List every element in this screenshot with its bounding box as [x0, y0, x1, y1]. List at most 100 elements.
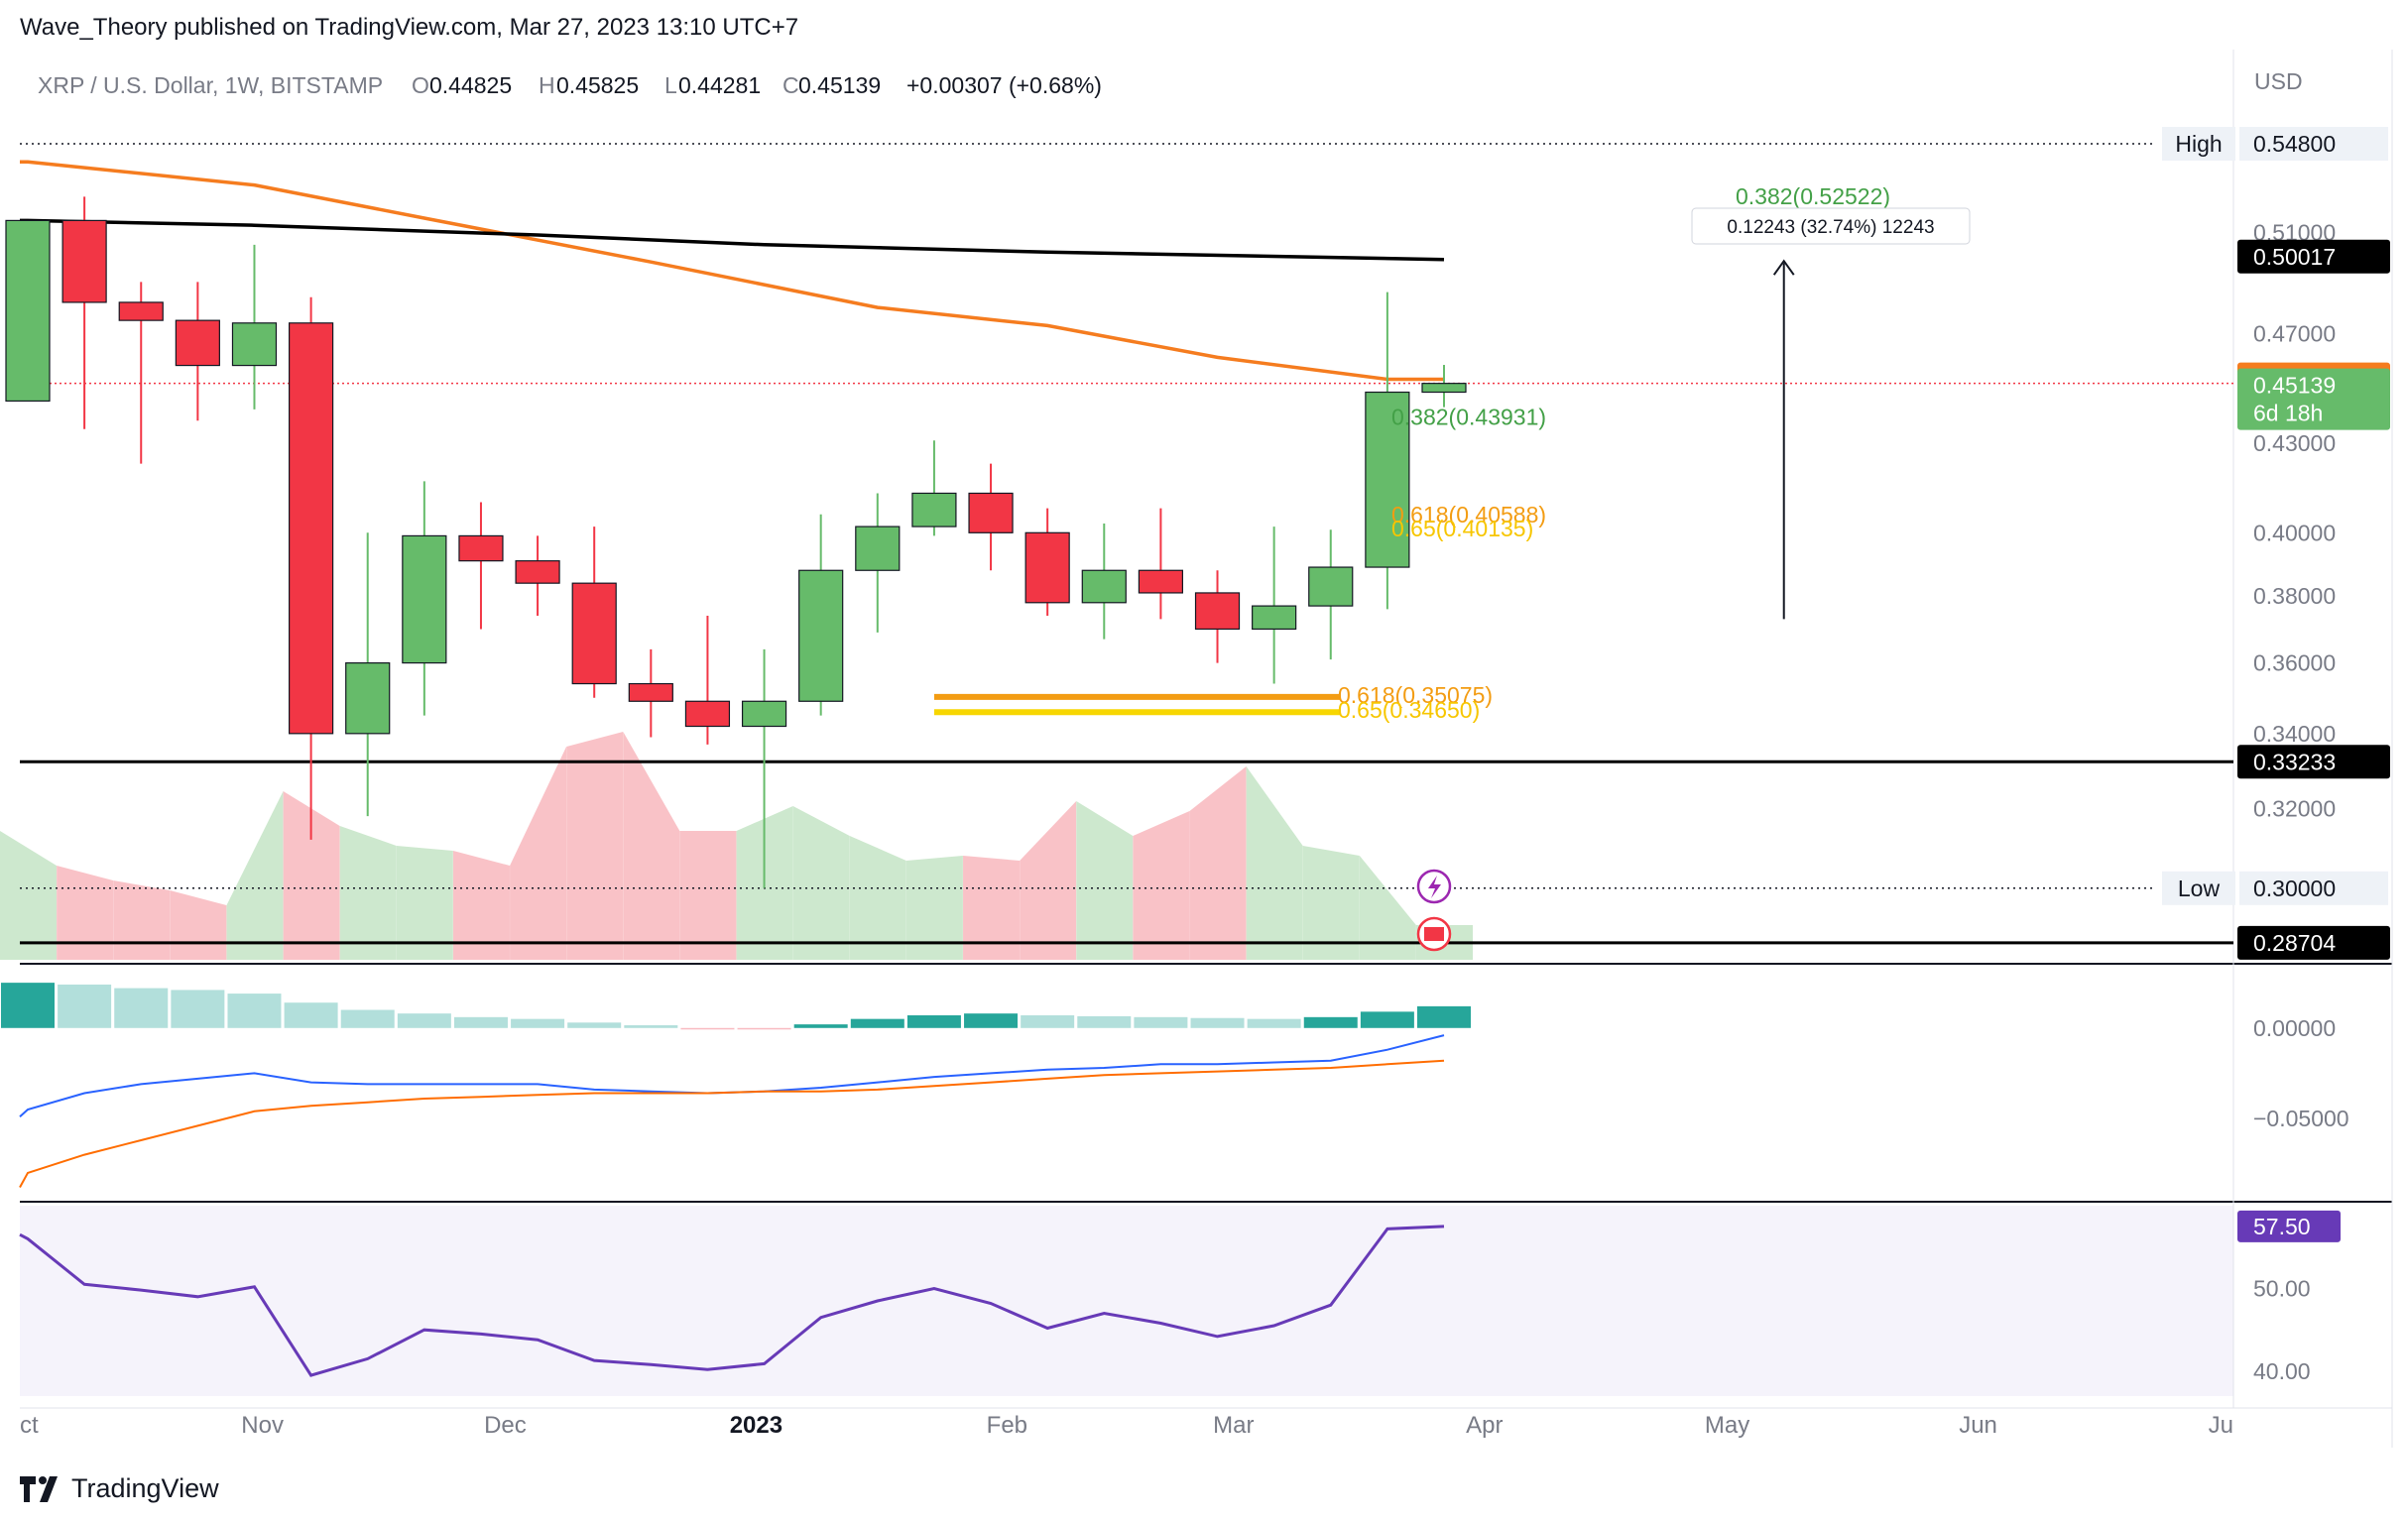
candle: [1308, 529, 1354, 660]
candle-body: [5, 219, 51, 403]
rsi-tick: 50.00: [2253, 1275, 2311, 1301]
fib-annotation: 0.65(0.40135): [1391, 516, 1533, 541]
tradingview-logo-icon: [20, 1475, 58, 1502]
candle: [1365, 292, 1410, 610]
macd-histogram-bar: [1190, 1017, 1245, 1028]
signal-line: [19, 1059, 1445, 1188]
support-zone: [933, 693, 1341, 716]
fib-annotation: 0.382(0.43931): [1391, 404, 1546, 429]
price-tick: 0.43000: [2253, 430, 2336, 456]
rsi-pane: 50.00 40.00 57.50: [19, 1210, 2341, 1384]
macd-histogram-bar: [1021, 1015, 1075, 1028]
measure-label-bg: [1691, 207, 1971, 245]
symbol-description: XRP / U.S. Dollar, 1W, BITSTAMP: [38, 72, 383, 98]
level-price-label: 0.54800: [2253, 131, 2336, 157]
candle-body: [515, 560, 560, 584]
level-key-label: Low: [2178, 876, 2221, 901]
volume-segment: [57, 866, 114, 960]
macd-histogram-bar: [227, 994, 282, 1028]
measure-arrow-head: [1772, 259, 1795, 276]
candle-body: [175, 319, 220, 367]
candle-body: [1308, 566, 1354, 607]
candle: [175, 282, 220, 421]
rsi-background: [20, 1206, 2233, 1396]
volume-segment: [679, 831, 737, 960]
candle: [515, 535, 560, 617]
macd-histogram-bar: [1360, 1011, 1414, 1028]
support-price-bg: [2237, 925, 2390, 960]
price-badge-bg: [2237, 239, 2390, 274]
candle-body: [1138, 569, 1184, 594]
macd-histogram-bar: [340, 1009, 395, 1028]
macd-histogram-bar: [453, 1016, 508, 1028]
macd-tick: 0.00000: [2253, 1015, 2336, 1041]
price-badge-label: 0.45139: [2253, 373, 2336, 399]
volume-segment: [623, 732, 680, 960]
candle-body: [1252, 605, 1297, 631]
candle: [1421, 365, 1467, 408]
volume-segment: [1076, 801, 1134, 960]
macd-histogram-bar: [964, 1013, 1019, 1028]
candle: [61, 196, 107, 429]
volume-segment: [792, 806, 850, 960]
macd-tick: −0.05000: [2253, 1106, 2349, 1131]
support-price-bg: [2237, 745, 2390, 779]
macd-histogram-bar: [567, 1022, 622, 1028]
candle-body: [741, 700, 787, 728]
candle: [458, 502, 504, 630]
macd-histogram-bar: [397, 1013, 451, 1028]
macd-histogram-bar: [850, 1018, 904, 1028]
macd-histogram-bar: [511, 1018, 565, 1028]
candle: [571, 526, 617, 698]
time-tick: Mar: [1213, 1412, 1254, 1439]
ohlc-open-value: 0.44825: [429, 72, 512, 98]
candle-body: [1024, 531, 1070, 604]
support-price-label: 0.28704: [2253, 930, 2336, 956]
volume-segment: [452, 851, 510, 960]
rsi-line: [19, 1225, 1445, 1377]
volume-segment: [226, 791, 284, 960]
time-tick: Jun: [1959, 1412, 1997, 1439]
candle: [402, 481, 447, 716]
ohlc-high-value: 0.45825: [556, 72, 639, 98]
candle: [289, 296, 334, 840]
currency-label: USD: [2254, 68, 2303, 94]
volume-segment: [1020, 801, 1077, 960]
macd-histogram-bar: [1, 983, 55, 1028]
panes-background: [20, 50, 2393, 1448]
macd-histogram-bar: [114, 988, 169, 1028]
candles: [5, 196, 1467, 888]
level-price-bg: [2239, 871, 2388, 905]
candle-body: [684, 700, 731, 728]
candle: [741, 648, 787, 888]
rsi-current-bg: [2237, 1210, 2341, 1242]
price-badge-bg: [2237, 368, 2390, 430]
macd-pane: 0.00000 −0.05000: [1, 983, 2349, 1188]
volume-segment: [963, 856, 1021, 960]
time-axis: ct Nov Dec 2023 Feb Mar Apr May Jun Ju: [20, 1407, 2392, 1439]
support-price-label: 0.33233: [2253, 749, 2336, 774]
fib-annotation: 0.618(0.40588): [1391, 502, 1546, 527]
candle: [231, 244, 278, 410]
volume-segment: [510, 747, 567, 960]
tradingview-logo[interactable]: TradingView: [20, 1473, 219, 1504]
macd-line: [19, 1034, 1445, 1118]
time-tick: Apr: [1466, 1412, 1503, 1439]
ohlc-low-value: 0.44281: [678, 72, 761, 98]
time-tick: Dec: [484, 1412, 527, 1439]
candle: [1024, 508, 1070, 617]
macd-histogram-bar: [737, 1027, 791, 1030]
candle-body: [345, 661, 391, 735]
volume-segment: [849, 836, 906, 960]
candle: [1081, 523, 1127, 640]
candle: [628, 648, 673, 738]
time-tick: Nov: [241, 1412, 284, 1439]
sma-line: [20, 218, 1445, 262]
macd-histogram-bar: [284, 1002, 338, 1028]
volume-segment: [1359, 856, 1416, 960]
candle: [855, 493, 901, 633]
horizontal-levels: High 0.54800 Low 0.30000 0.33233 0.28704: [20, 127, 2390, 960]
candle-body: [458, 534, 504, 562]
volume-segment: [566, 732, 624, 960]
